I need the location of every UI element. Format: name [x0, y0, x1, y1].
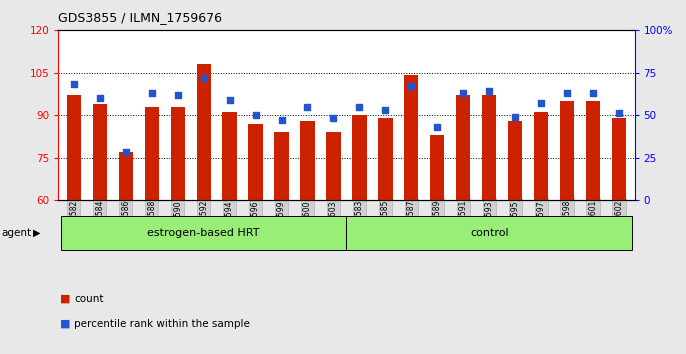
Point — [302, 104, 313, 109]
Point — [431, 124, 442, 130]
Text: ▶: ▶ — [33, 228, 40, 238]
Bar — [586, 101, 600, 200]
Bar — [378, 118, 392, 200]
Point — [406, 83, 417, 89]
Point — [250, 112, 261, 118]
Point — [380, 107, 391, 113]
Bar — [119, 152, 133, 200]
Point — [354, 104, 365, 109]
Bar — [93, 104, 107, 200]
Point — [172, 92, 183, 97]
Bar — [196, 64, 211, 200]
Point — [510, 114, 521, 120]
Text: GDS3855 / ILMN_1759676: GDS3855 / ILMN_1759676 — [58, 11, 222, 24]
Text: ■: ■ — [60, 294, 71, 304]
Bar — [248, 124, 263, 200]
Text: count: count — [74, 294, 104, 304]
Bar — [430, 135, 445, 200]
Point — [69, 82, 80, 87]
Bar — [222, 112, 237, 200]
Point — [276, 117, 287, 123]
Bar — [61, 216, 346, 250]
Point — [120, 150, 131, 155]
Point — [146, 90, 157, 96]
Point — [562, 90, 573, 96]
Point — [224, 97, 235, 103]
Bar — [274, 132, 289, 200]
Bar — [171, 107, 185, 200]
Bar — [508, 121, 522, 200]
Bar — [300, 121, 315, 200]
Point — [613, 110, 624, 116]
Text: control: control — [470, 228, 508, 238]
Bar — [534, 112, 548, 200]
Bar — [612, 118, 626, 200]
Point — [536, 100, 547, 106]
Text: ■: ■ — [60, 319, 71, 329]
Bar — [404, 75, 418, 200]
Bar — [67, 95, 81, 200]
Point — [587, 90, 598, 96]
Point — [95, 95, 106, 101]
Point — [328, 116, 339, 121]
Bar — [327, 132, 340, 200]
Text: agent: agent — [1, 228, 32, 238]
Bar — [560, 101, 574, 200]
Text: percentile rank within the sample: percentile rank within the sample — [74, 319, 250, 329]
Point — [484, 88, 495, 94]
Point — [458, 90, 469, 96]
Text: estrogen-based HRT: estrogen-based HRT — [147, 228, 260, 238]
Bar — [456, 95, 471, 200]
Bar — [145, 107, 159, 200]
Point — [198, 75, 209, 80]
Bar — [353, 115, 366, 200]
Bar — [482, 95, 497, 200]
Bar — [346, 216, 632, 250]
